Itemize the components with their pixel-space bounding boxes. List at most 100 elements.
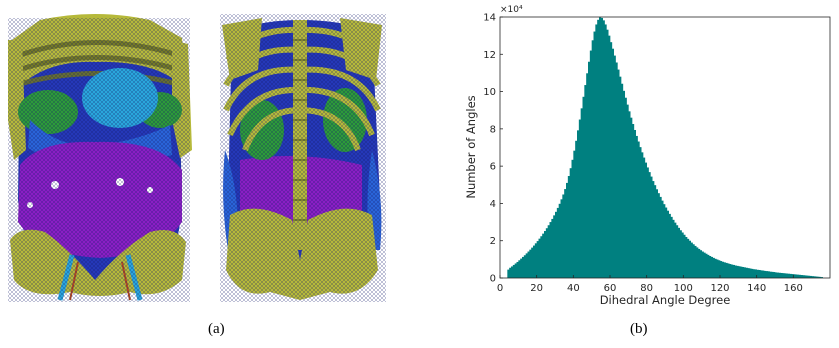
histogram-bar xyxy=(720,261,723,278)
histogram-bar xyxy=(512,264,516,278)
histogram-bar xyxy=(569,168,572,278)
histogram-bar xyxy=(731,264,734,278)
histogram-bar xyxy=(798,274,802,278)
histogram-bar xyxy=(725,262,728,278)
histogram-bar xyxy=(516,261,519,278)
histogram-bar xyxy=(665,207,668,278)
y-tick-label: 2 xyxy=(490,236,496,247)
y-axis-label: Number of Angles xyxy=(464,95,478,198)
histogram-bar xyxy=(802,275,805,278)
histogram-bar xyxy=(520,258,523,278)
histogram-bar xyxy=(589,50,593,279)
histogram-bar xyxy=(732,264,736,278)
y-tick-label: 0 xyxy=(490,274,496,285)
x-axis-label: Dihedral Angle Degree xyxy=(600,293,731,307)
histogram-bar xyxy=(578,119,582,278)
histogram-bar xyxy=(575,140,578,278)
histogram-bar xyxy=(765,271,769,278)
histogram-bar xyxy=(793,274,796,278)
y-tick-label: 14 xyxy=(483,13,496,24)
histogram-bar xyxy=(577,130,580,278)
y-tick-label: 10 xyxy=(483,87,496,98)
histogram-bar xyxy=(643,157,646,278)
x-axis-ticks: 0 20 40 60 80 100 120 140 160 xyxy=(497,275,803,294)
histogram-bar xyxy=(716,259,719,278)
front-view-mesh xyxy=(8,14,192,302)
histogram-bar xyxy=(600,17,604,279)
histogram-bar xyxy=(769,271,772,278)
histogram-bar xyxy=(641,152,644,278)
histogram-bar xyxy=(511,266,514,278)
histogram-bar xyxy=(657,193,660,278)
histogram-bar xyxy=(619,76,622,278)
histogram-bar xyxy=(714,258,717,278)
histogram-bar xyxy=(712,257,715,278)
histogram-bar xyxy=(551,218,554,278)
histogram-bar xyxy=(775,272,778,278)
histogram-bar xyxy=(734,265,737,278)
histogram-bar xyxy=(644,162,648,278)
histogram-bar xyxy=(756,269,759,278)
histogram-bar xyxy=(564,189,567,278)
histogram-bar xyxy=(567,176,571,278)
histogram-bar xyxy=(533,245,536,278)
y-tick-label: 4 xyxy=(490,199,496,210)
histogram-bar xyxy=(514,263,517,278)
histogram-bar xyxy=(703,252,706,278)
histogram-bar xyxy=(729,264,732,278)
histogram-bar xyxy=(610,42,613,278)
x-tick-label: 20 xyxy=(530,283,543,294)
x-tick-label: 80 xyxy=(640,283,653,294)
histogram-bar xyxy=(780,272,783,278)
histogram-bar xyxy=(531,247,534,278)
histogram-bar xyxy=(549,222,552,278)
histogram-bar xyxy=(696,247,699,278)
histogram-bar xyxy=(745,267,748,278)
y-axis-ticks: 0 2 4 6 8 10 12 14 xyxy=(483,13,503,285)
histogram-bar xyxy=(760,270,763,278)
histogram-bar xyxy=(787,273,791,278)
histogram-bar xyxy=(608,35,611,278)
histogram-bar xyxy=(767,271,770,278)
histogram-bar xyxy=(571,159,574,278)
histogram-bar xyxy=(560,199,563,278)
histogram-bar xyxy=(677,227,681,278)
histogram-bar xyxy=(819,276,822,278)
histogram-bars xyxy=(507,17,824,279)
histogram-bar xyxy=(544,231,547,278)
histogram-bar xyxy=(687,238,690,278)
histogram-bar xyxy=(580,108,583,278)
histogram-bar xyxy=(611,48,615,278)
histogram-bar xyxy=(566,182,569,278)
histogram-bar xyxy=(555,211,558,278)
x-tick-label: 140 xyxy=(747,283,766,294)
histogram-bar xyxy=(553,215,556,278)
histogram-bar xyxy=(743,267,747,278)
histogram-bar xyxy=(582,96,585,278)
histogram-bar xyxy=(789,273,792,278)
histogram-bar xyxy=(674,222,677,278)
histogram-bar xyxy=(666,210,670,278)
y-tick-label: 6 xyxy=(490,162,496,173)
histogram-bar xyxy=(753,269,756,278)
histogram-bar xyxy=(621,83,624,279)
plot-frame xyxy=(499,16,831,279)
histogram-bar xyxy=(771,271,774,278)
histogram-bar xyxy=(738,266,741,278)
histogram-bar xyxy=(813,276,816,278)
histogram-bar xyxy=(545,228,549,278)
histogram-bar xyxy=(820,277,824,278)
histogram-bar xyxy=(635,135,638,278)
histogram-bar xyxy=(699,250,703,278)
histogram-bar xyxy=(754,269,758,278)
x-tick-label: 120 xyxy=(710,283,729,294)
histogram-bar xyxy=(652,181,655,278)
histogram-bar xyxy=(525,253,528,278)
histogram-bar xyxy=(784,273,787,278)
histogram-bar xyxy=(584,85,587,278)
histogram-bar xyxy=(709,256,712,278)
caption-a: (a) xyxy=(208,321,225,337)
histogram-bar xyxy=(740,266,743,278)
histogram-bar xyxy=(538,238,541,278)
histogram-bar xyxy=(782,273,785,278)
